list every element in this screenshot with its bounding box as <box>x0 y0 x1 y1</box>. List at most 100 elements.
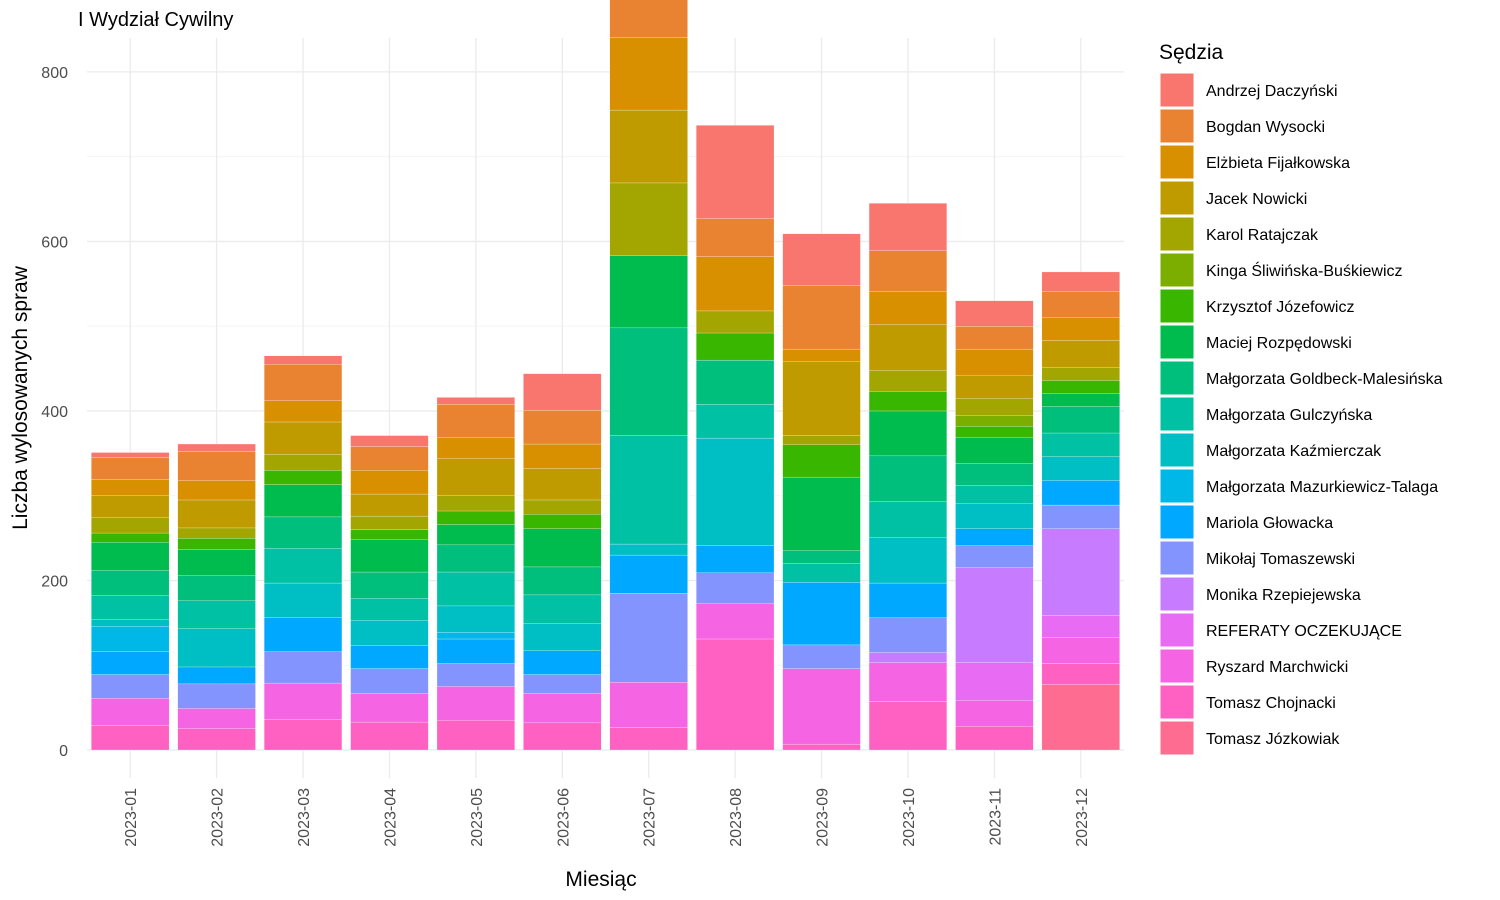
bar-segment <box>264 617 343 652</box>
bar-segment <box>868 291 947 325</box>
bar-segment <box>436 605 515 633</box>
bar-segment <box>1041 406 1120 434</box>
bar-segment <box>782 285 861 350</box>
legend-swatch <box>1159 468 1195 504</box>
bar-segment <box>609 0 688 38</box>
bar-segment <box>91 619 170 627</box>
bar-segment <box>350 645 429 669</box>
bar-segment <box>350 435 429 447</box>
bar-segment <box>91 570 170 596</box>
legend-label: Kinga Śliwińska-Buśkiewicz <box>1206 261 1403 280</box>
legend-swatch <box>1159 648 1195 684</box>
bar-segment <box>609 554 688 594</box>
legend-label: Mikołaj Tomaszewski <box>1206 551 1355 568</box>
bar-segment <box>955 398 1034 416</box>
bar-segment <box>264 421 343 455</box>
bar-segment <box>868 617 947 653</box>
bar-segment <box>609 37 688 111</box>
legend-label: Małgorzata Goldbeck-Malesińska <box>1206 371 1443 388</box>
bar-segment <box>1041 504 1120 529</box>
bar-segment <box>350 493 429 517</box>
bar-segment <box>91 725 170 751</box>
bar-segment <box>436 663 515 687</box>
bar-segment <box>177 683 256 709</box>
bar-segment <box>955 662 1034 701</box>
legend-swatch <box>1159 288 1195 324</box>
bar-segment <box>1041 528 1120 616</box>
bar-segment <box>436 437 515 459</box>
bar-segment <box>782 348 861 362</box>
bar-segment <box>91 517 170 534</box>
bar-segment <box>264 682 343 720</box>
bar-segment <box>177 527 256 539</box>
bar-segment <box>523 373 602 411</box>
legend-swatch <box>1159 108 1195 144</box>
bar-segment <box>264 582 343 618</box>
bar-segment <box>350 693 429 723</box>
legend-label: Maciej Rozpędowski <box>1206 335 1352 352</box>
bar-segment <box>350 539 429 573</box>
bar-segment <box>609 682 688 728</box>
bar-segment <box>523 566 602 596</box>
bar-segment <box>868 501 947 538</box>
bar-segment <box>436 632 515 640</box>
bar-segment <box>177 499 256 529</box>
legend-swatch <box>1159 360 1195 396</box>
bar-segment <box>91 457 170 480</box>
legend-swatch <box>1159 216 1195 252</box>
bar-segment <box>91 542 170 571</box>
bar-segment <box>955 700 1034 727</box>
legend-title: Sędzia <box>1159 41 1224 64</box>
bar-segment <box>1041 291 1120 318</box>
bar-segment <box>264 651 343 684</box>
bar-segment <box>1041 380 1120 394</box>
bar-segment <box>696 545 775 573</box>
bar-segment <box>264 364 343 401</box>
bar-segment <box>696 603 775 640</box>
y-tick-label: 200 <box>41 573 68 590</box>
bar-segment <box>782 361 861 436</box>
bar-segment <box>955 437 1034 464</box>
bar-segment <box>1041 456 1120 481</box>
y-tick-label: 0 <box>59 743 68 760</box>
y-tick-label: 600 <box>41 234 68 251</box>
bar-segment <box>177 443 256 452</box>
bar-segment <box>868 410 947 457</box>
bar-segment <box>523 623 602 651</box>
bar-segment <box>177 708 256 729</box>
legend-label: Elżbieta Fijałkowska <box>1206 155 1350 172</box>
bar-segment <box>868 537 947 584</box>
y-tick-labels: 0 200 400 600 800 <box>41 65 68 760</box>
bar-segment <box>523 409 602 445</box>
bar-segment <box>609 543 688 556</box>
bar-segment <box>609 435 688 545</box>
legend-label: Andrzej Daczyński <box>1206 83 1338 100</box>
bar-segment <box>696 332 775 361</box>
legend-label: REFERATY OCZEKUJĄCE <box>1206 623 1402 640</box>
x-tick-label: 2023-11 <box>987 788 1004 846</box>
bar-segment <box>696 359 775 405</box>
legend-swatch <box>1159 180 1195 216</box>
legend-label: Tomasz Chojnacki <box>1206 695 1336 712</box>
x-tick-label: 2023-10 <box>901 788 918 847</box>
legend-swatch <box>1159 252 1195 288</box>
bar-segment <box>1041 367 1120 381</box>
bar-segment <box>350 515 429 530</box>
legend-swatch <box>1159 72 1195 108</box>
x-tick-label: 2023-04 <box>382 788 399 847</box>
bar-segment <box>782 550 861 564</box>
bar-segment <box>436 720 515 751</box>
bar-segment <box>523 468 602 501</box>
bar-segment <box>782 668 861 745</box>
x-tick-label: 2023-12 <box>1074 788 1091 847</box>
bar-segment <box>177 480 256 501</box>
bar-segment <box>177 451 256 481</box>
bar-segment <box>696 638 775 751</box>
bar-segment <box>868 203 947 251</box>
bar-segment <box>350 529 429 540</box>
bar-segment <box>264 355 343 365</box>
bar-segment <box>955 528 1034 546</box>
bar-segment <box>782 563 861 583</box>
bar-segment <box>782 582 861 646</box>
